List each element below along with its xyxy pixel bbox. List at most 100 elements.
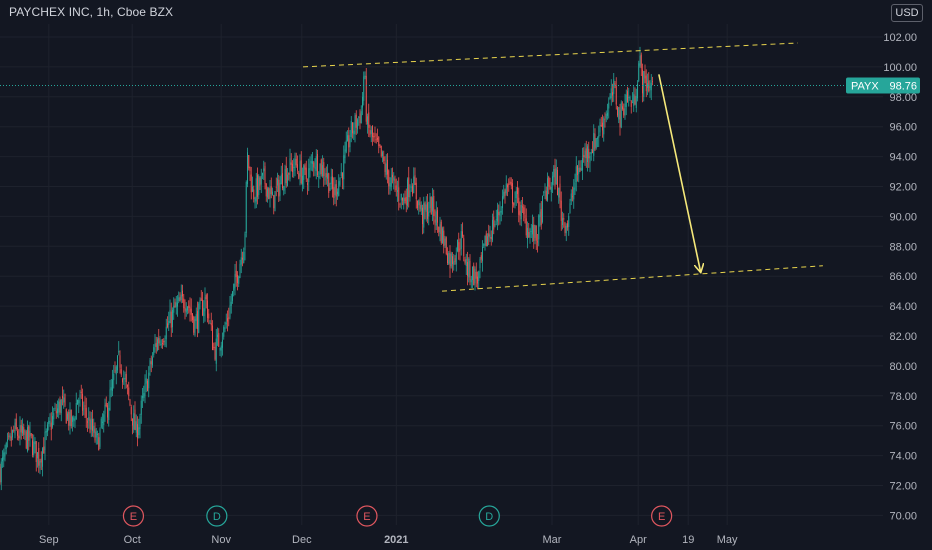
candle-body bbox=[540, 209, 542, 225]
candle-body bbox=[53, 413, 55, 420]
candle-body bbox=[580, 168, 582, 171]
candle-body bbox=[10, 436, 12, 441]
candle-body bbox=[204, 297, 206, 312]
candle-body bbox=[237, 274, 238, 284]
candle-body bbox=[290, 162, 292, 165]
candle-body bbox=[583, 155, 585, 158]
candle-body bbox=[597, 137, 598, 139]
candle-body bbox=[198, 303, 200, 333]
candle-body bbox=[494, 224, 496, 226]
candle-body bbox=[397, 190, 398, 192]
candle-body bbox=[8, 435, 10, 437]
candle-body bbox=[312, 161, 313, 164]
earnings-marker[interactable]: E bbox=[122, 505, 145, 527]
candle-body bbox=[192, 313, 193, 320]
candle-body bbox=[154, 343, 156, 347]
candle-body bbox=[414, 175, 416, 186]
candle-body bbox=[85, 407, 87, 418]
candle-body bbox=[282, 173, 283, 189]
price-axis[interactable]: 102.00 100.00 98.00 96.00 94.00 92.00 90.00 88.… bbox=[846, 32, 920, 522]
event-marker-circle bbox=[206, 505, 228, 527]
candle-body bbox=[398, 187, 400, 202]
trend-arrow[interactable] bbox=[658, 74, 701, 271]
candle-body bbox=[614, 83, 616, 86]
candle-body bbox=[599, 122, 601, 133]
candle-body bbox=[233, 283, 235, 291]
currency-button[interactable]: USD bbox=[891, 4, 923, 22]
candle-body bbox=[440, 221, 442, 244]
candle-body bbox=[459, 248, 461, 251]
candle-body bbox=[622, 106, 623, 110]
dividend-marker[interactable]: D bbox=[478, 505, 500, 527]
y-tick-label: 70.00 bbox=[889, 510, 917, 522]
trendline-dashed[interactable] bbox=[302, 42, 798, 68]
candle-body bbox=[72, 417, 73, 422]
time-axis[interactable]: Sep Oct Nov Dec 2021 Mar Apr 19 May bbox=[39, 534, 738, 546]
candle-body bbox=[235, 270, 237, 278]
earnings-marker[interactable]: E bbox=[651, 505, 673, 527]
chart-title: PAYCHEX INC, 1h, Cboe BZX bbox=[9, 5, 174, 19]
candle-body bbox=[564, 222, 566, 233]
dividend-marker[interactable]: D bbox=[206, 505, 228, 527]
candle-body bbox=[437, 210, 438, 223]
candle-body bbox=[467, 261, 468, 276]
candle-body bbox=[37, 452, 38, 459]
candle-body bbox=[482, 246, 483, 262]
candle-body bbox=[557, 170, 558, 196]
y-tick-label: 90.00 bbox=[889, 211, 917, 223]
candle-body bbox=[618, 107, 620, 120]
candle-body bbox=[279, 182, 281, 196]
candle-body bbox=[434, 219, 436, 223]
candle-body bbox=[227, 318, 228, 322]
candle-body bbox=[635, 95, 637, 108]
candle-body bbox=[444, 238, 446, 246]
candle-body bbox=[355, 114, 357, 128]
candle-body bbox=[268, 188, 270, 200]
candle-body bbox=[217, 334, 218, 338]
candle-body bbox=[28, 426, 30, 441]
candle-body bbox=[598, 135, 600, 138]
candle-body bbox=[133, 413, 135, 430]
candle-body bbox=[420, 204, 422, 211]
candle-body bbox=[110, 387, 112, 391]
candle-body bbox=[214, 346, 216, 360]
candle-body bbox=[109, 389, 111, 411]
candle-body bbox=[515, 190, 517, 199]
candle-body bbox=[307, 182, 308, 186]
trendline-dashed[interactable] bbox=[441, 265, 823, 292]
earnings-marker[interactable]: E bbox=[356, 505, 378, 527]
candle-body bbox=[578, 168, 580, 174]
price-tag bbox=[846, 77, 920, 94]
candle-body bbox=[609, 96, 611, 99]
candle-body bbox=[167, 323, 168, 328]
candle-body bbox=[528, 232, 530, 238]
candle-body bbox=[2, 457, 3, 462]
candle-body bbox=[433, 195, 435, 217]
candle-body bbox=[195, 314, 197, 321]
candle-body bbox=[234, 273, 236, 289]
candle-body bbox=[652, 81, 653, 83]
candle-body bbox=[225, 322, 227, 325]
candle-body bbox=[44, 431, 46, 451]
y-tick-label: 74.00 bbox=[889, 451, 917, 463]
candle-body bbox=[625, 94, 627, 108]
candle-body bbox=[452, 256, 453, 265]
candle-body bbox=[213, 347, 215, 349]
candle-body bbox=[524, 214, 526, 219]
candle-body bbox=[300, 160, 302, 184]
candle-body bbox=[538, 215, 540, 240]
candle-body bbox=[405, 196, 407, 205]
candle-body bbox=[449, 250, 451, 269]
x-tick-label: Mar bbox=[543, 534, 562, 546]
candle-body bbox=[33, 441, 35, 456]
candle-body bbox=[189, 306, 191, 312]
candle-body bbox=[289, 158, 291, 179]
candle-body bbox=[403, 197, 405, 206]
candle-body bbox=[314, 167, 316, 169]
candle-body bbox=[454, 258, 456, 262]
candle-body bbox=[438, 227, 440, 233]
candle-body bbox=[379, 144, 381, 147]
candle-body bbox=[518, 197, 520, 215]
price-tag-value: 98.76 bbox=[889, 80, 917, 92]
